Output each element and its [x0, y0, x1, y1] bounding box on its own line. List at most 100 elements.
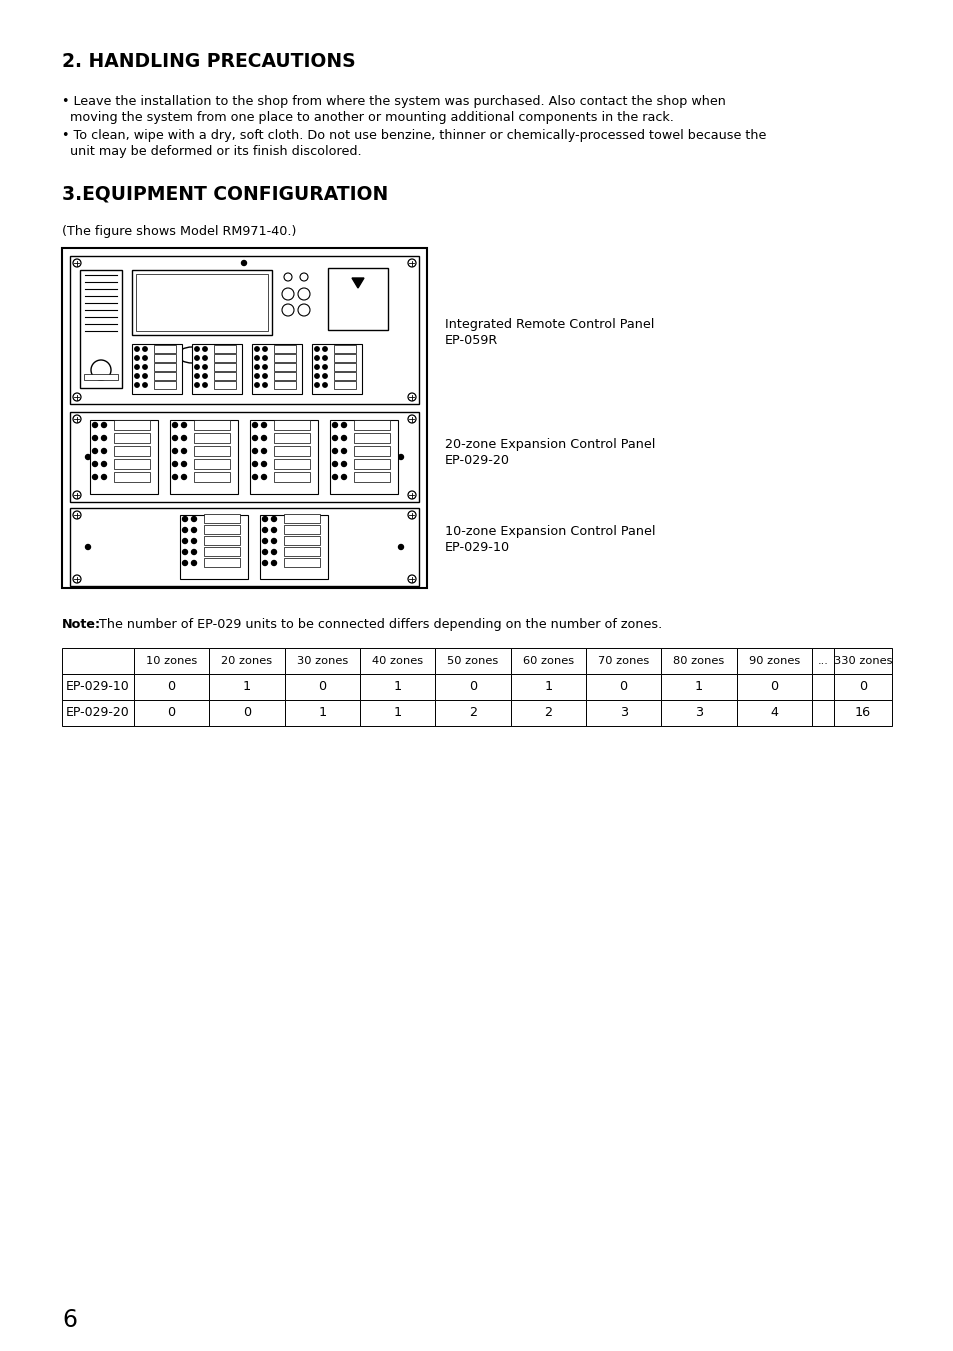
Circle shape [282, 304, 294, 316]
Circle shape [134, 365, 139, 369]
Text: 0: 0 [618, 681, 627, 693]
Bar [213, 354, 235, 362]
Text: 40 zones: 40 zones [372, 657, 423, 666]
Bar [209, 700, 284, 725]
Circle shape [73, 576, 81, 584]
Text: 60 zones: 60 zones [522, 657, 574, 666]
Circle shape [192, 561, 196, 566]
Bar [62, 648, 133, 674]
Circle shape [333, 474, 337, 480]
Text: 4: 4 [769, 707, 778, 720]
Circle shape [408, 576, 416, 584]
Circle shape [262, 374, 267, 378]
Bar [284, 674, 359, 700]
Bar [84, 374, 118, 380]
Bar [284, 513, 319, 523]
Circle shape [408, 259, 416, 267]
Circle shape [172, 474, 177, 480]
Bar [811, 674, 833, 700]
Circle shape [262, 527, 267, 532]
Circle shape [92, 449, 97, 454]
Circle shape [322, 374, 327, 378]
Text: 330 zones: 330 zones [833, 657, 891, 666]
Text: 0: 0 [243, 707, 251, 720]
Bar [660, 674, 736, 700]
Circle shape [192, 550, 196, 554]
Circle shape [398, 454, 403, 459]
Text: • Leave the installation to the shop from where the system was purchased. Also c: • Leave the installation to the shop fro… [62, 95, 725, 108]
Text: EP-029-20: EP-029-20 [444, 454, 510, 467]
Text: 80 zones: 80 zones [673, 657, 724, 666]
Circle shape [261, 449, 266, 454]
Bar [133, 700, 209, 725]
Circle shape [182, 516, 188, 521]
Circle shape [341, 435, 346, 440]
Circle shape [181, 474, 186, 480]
Text: 10 zones: 10 zones [146, 657, 197, 666]
Circle shape [322, 382, 327, 388]
Circle shape [272, 527, 276, 532]
Circle shape [297, 288, 310, 300]
Bar [334, 363, 355, 372]
Bar [250, 420, 317, 494]
Bar [736, 700, 811, 725]
Bar [274, 381, 295, 389]
Bar [811, 700, 833, 725]
Circle shape [341, 474, 346, 480]
Circle shape [86, 544, 91, 550]
Bar [274, 459, 310, 469]
Text: 20 zones: 20 zones [221, 657, 273, 666]
Circle shape [181, 423, 186, 427]
Text: Integrated Remote Control Panel: Integrated Remote Control Panel [444, 317, 654, 331]
Circle shape [262, 539, 267, 543]
Bar [354, 471, 390, 482]
Circle shape [194, 355, 199, 361]
Circle shape [92, 462, 97, 466]
Bar [153, 372, 175, 380]
Circle shape [253, 449, 257, 454]
Text: 1: 1 [544, 681, 552, 693]
Bar [354, 446, 390, 457]
Bar [510, 700, 585, 725]
Circle shape [398, 544, 403, 550]
Circle shape [181, 462, 186, 466]
Bar [585, 648, 660, 674]
Circle shape [73, 393, 81, 401]
Circle shape [262, 355, 267, 361]
Bar [274, 471, 310, 482]
Circle shape [253, 423, 257, 427]
Circle shape [262, 382, 267, 388]
Bar [136, 274, 268, 331]
Circle shape [181, 449, 186, 454]
Circle shape [73, 490, 81, 499]
Bar [113, 459, 150, 469]
Circle shape [341, 449, 346, 454]
Circle shape [143, 374, 147, 378]
Bar [132, 270, 272, 335]
Text: 0: 0 [858, 681, 866, 693]
Bar [736, 674, 811, 700]
Circle shape [262, 561, 267, 566]
Bar [833, 648, 891, 674]
Circle shape [322, 347, 327, 351]
Bar [284, 700, 359, 725]
Circle shape [254, 347, 259, 351]
Bar [435, 700, 510, 725]
Bar [113, 434, 150, 443]
Circle shape [194, 347, 199, 351]
Circle shape [254, 355, 259, 361]
Bar [334, 372, 355, 380]
Bar [204, 547, 240, 557]
Circle shape [134, 382, 139, 388]
Bar [284, 648, 359, 674]
Bar [660, 700, 736, 725]
Circle shape [101, 435, 107, 440]
Circle shape [172, 435, 177, 440]
Text: 2: 2 [544, 707, 552, 720]
Polygon shape [352, 278, 364, 288]
Circle shape [261, 435, 266, 440]
Bar [585, 700, 660, 725]
Text: 1: 1 [243, 681, 251, 693]
Circle shape [261, 462, 266, 466]
Circle shape [143, 382, 147, 388]
